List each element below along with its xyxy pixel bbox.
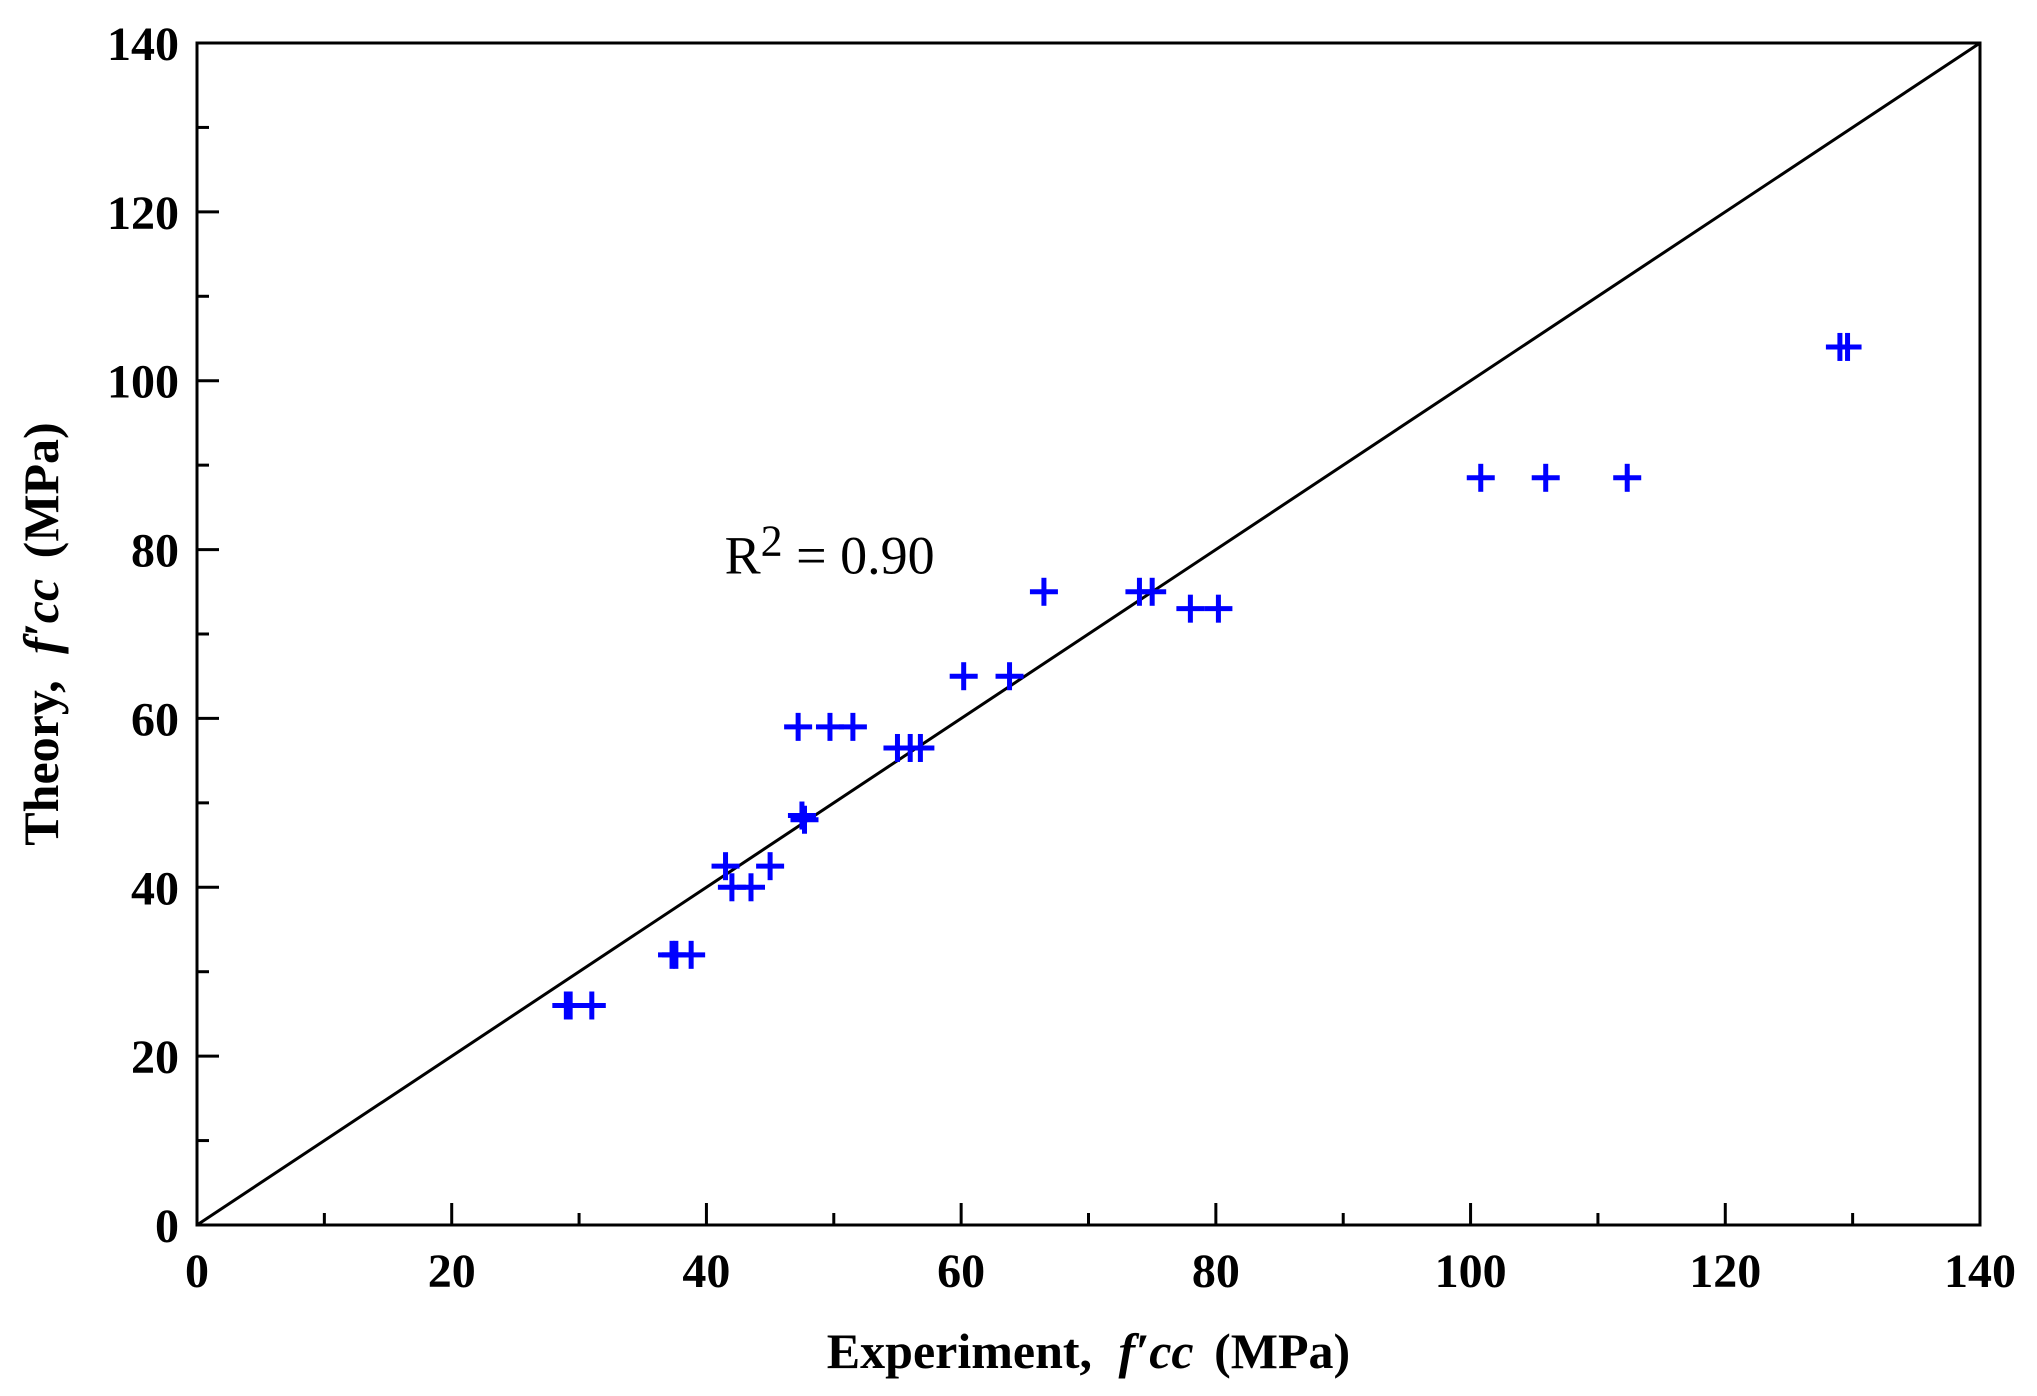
y-axis-title-prefix: Theory,	[13, 680, 69, 845]
x-tick-label: 100	[1435, 1245, 1507, 1298]
data-point	[1833, 332, 1862, 361]
data-point	[906, 733, 935, 762]
annotation-r: R	[725, 526, 761, 586]
r-squared-annotation: R2 = 0.90	[725, 517, 935, 586]
x-axis-title-unit: (MPa)	[1214, 1323, 1350, 1379]
data-point	[1204, 594, 1233, 623]
data-point	[784, 712, 813, 741]
data-point	[949, 662, 978, 691]
y-tick-label: 80	[131, 525, 179, 578]
annotation-value: = 0.90	[783, 526, 935, 586]
data-point	[1138, 577, 1167, 606]
y-tick-label: 20	[131, 1031, 179, 1084]
y-tick-label: 40	[131, 862, 179, 915]
data-point	[787, 801, 816, 830]
x-tick-label: 20	[428, 1245, 476, 1298]
y-axis-title-symbol: f′cc	[13, 579, 69, 654]
data-point	[577, 991, 606, 1020]
x-tick-labels: 0 20 40 60 80 100 120 140	[185, 1245, 2016, 1298]
x-axis-title: Experiment, f′cc (MPa)	[827, 1323, 1350, 1379]
plot-frame	[195, 41, 1982, 1227]
x-axis-title-symbol: f′cc	[1119, 1323, 1194, 1379]
data-point	[1531, 463, 1560, 492]
x-axis-title-prefix: Experiment,	[827, 1323, 1092, 1379]
data-point	[1029, 577, 1058, 606]
data-point	[756, 852, 785, 881]
x-tick-label: 120	[1689, 1245, 1761, 1298]
y-tick-labels: 0 20 40 60 80 100 120 140	[107, 18, 179, 1253]
axis-ticks	[195, 41, 1982, 1227]
data-point	[995, 662, 1024, 691]
data-point	[790, 805, 819, 834]
y-tick-label: 140	[107, 18, 179, 71]
x-tick-label: 40	[682, 1245, 730, 1298]
data-point	[838, 712, 867, 741]
y-tick-label: 60	[131, 693, 179, 746]
data-point	[1613, 463, 1642, 492]
x-tick-label: 0	[185, 1245, 209, 1298]
y-tick-label: 120	[107, 187, 179, 240]
x-tick-label: 60	[937, 1245, 985, 1298]
y-tick-label: 100	[107, 356, 179, 409]
data-point	[711, 852, 740, 881]
reference-line-y-equals-x	[196, 41, 1981, 1227]
x-tick-label: 80	[1192, 1245, 1240, 1298]
x-tick-label: 140	[1944, 1245, 2016, 1298]
data-point	[1466, 463, 1495, 492]
data-point	[737, 873, 766, 902]
data-point	[1176, 594, 1205, 623]
y-axis-title: Theory, f′cc (MPa)	[13, 422, 69, 845]
data-points	[552, 332, 1862, 1020]
y-tick-label: 0	[155, 1200, 179, 1253]
y-axis-title-unit: (MPa)	[13, 422, 69, 558]
annotation-superscript: 2	[761, 517, 783, 566]
data-point	[677, 940, 706, 969]
